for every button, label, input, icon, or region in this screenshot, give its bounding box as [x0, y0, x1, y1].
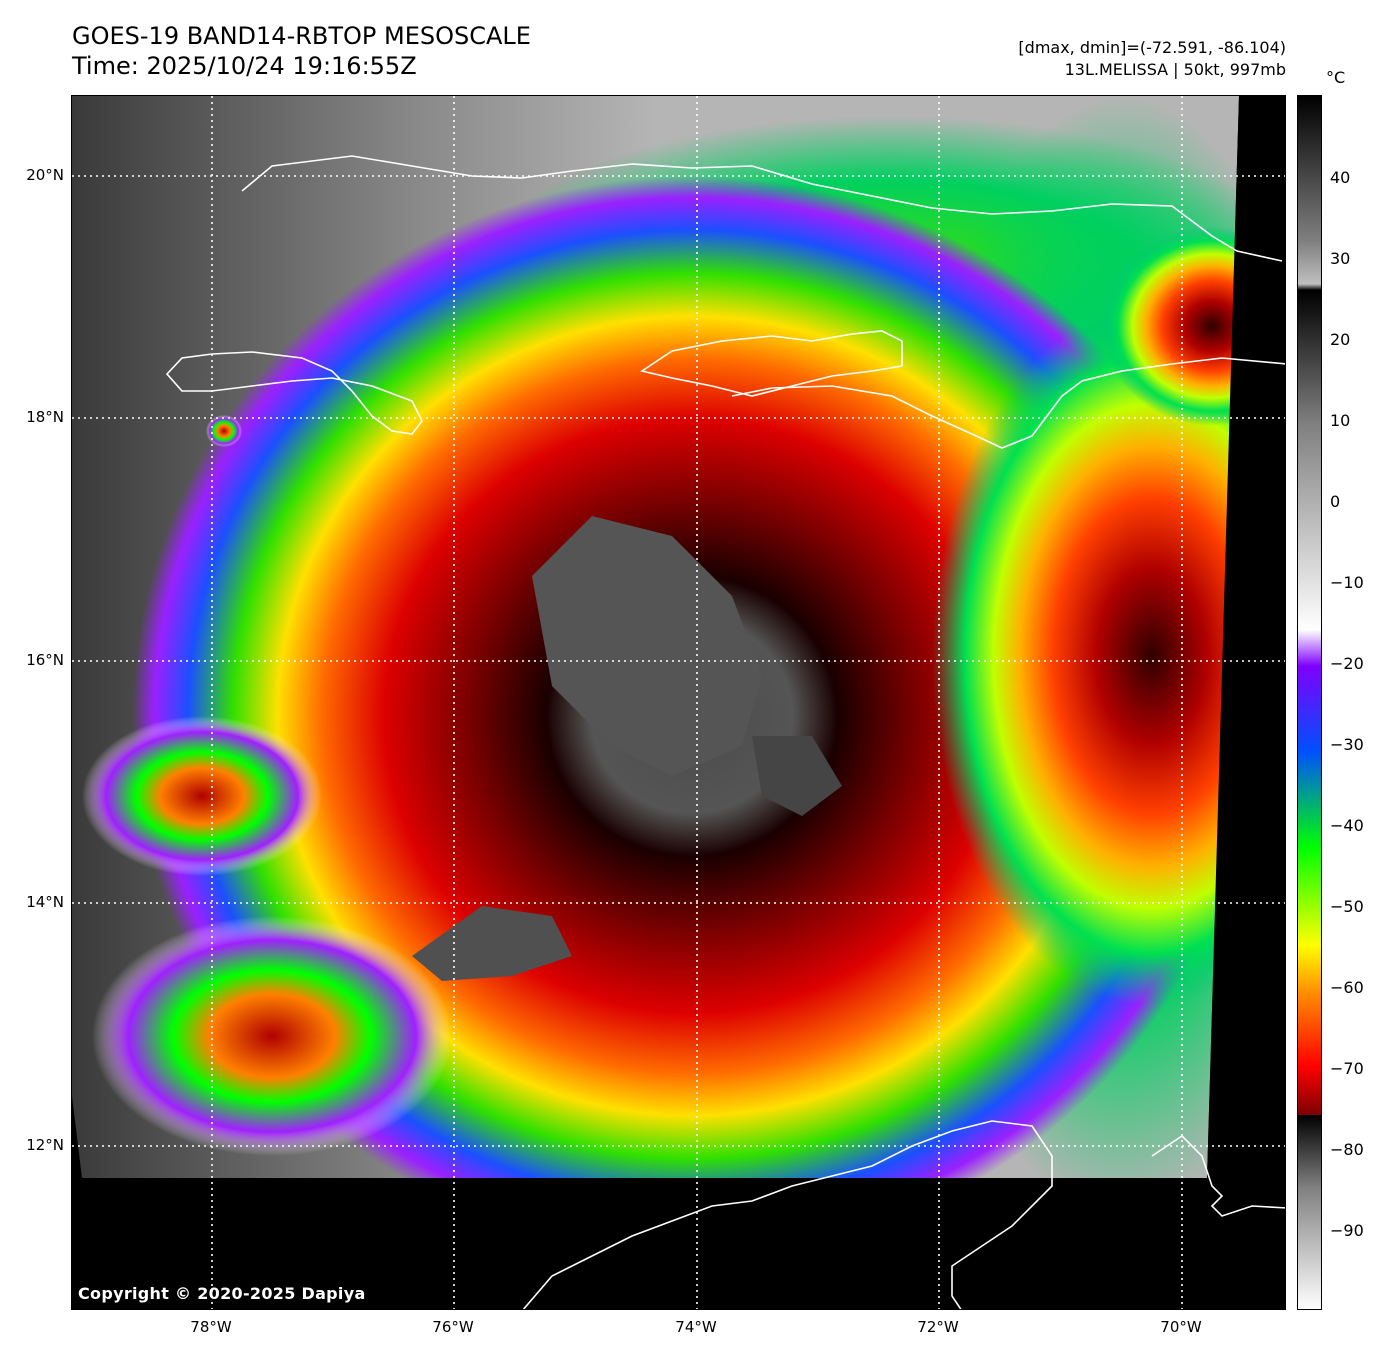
colorbar-tick-label: 30: [1330, 249, 1351, 268]
colorbar-tick-label: −90: [1330, 1221, 1364, 1240]
colorbar: [1297, 95, 1322, 1310]
page-title: GOES-19 BAND14-RBTOP MESOSCALE: [72, 22, 531, 50]
lon-label-74w: 74°W: [675, 1318, 717, 1336]
copyright-notice: Copyright © 2020-2025 Dapiya: [78, 1284, 366, 1303]
colorbar-tick-label: 10: [1330, 411, 1351, 430]
colorbar-tick-label: 20: [1330, 330, 1351, 349]
colorbar-tick-label: −60: [1330, 978, 1364, 997]
satellite-map: Copyright © 2020-2025 Dapiya: [71, 95, 1286, 1310]
timestamp: Time: 2025/10/24 19:16:55Z: [72, 52, 417, 80]
lon-label-78w: 78°W: [190, 1318, 232, 1336]
colorbar-tick-label: 40: [1330, 168, 1351, 187]
colorbar-tick-label: −40: [1330, 816, 1364, 835]
colorbar-tick-label: −80: [1330, 1140, 1364, 1159]
satellite-image: [72, 96, 1285, 1309]
lat-label-12n: 12°N: [26, 1136, 64, 1154]
lon-label-76w: 76°W: [432, 1318, 474, 1336]
lat-label-18n: 18°N: [26, 408, 64, 426]
lat-label-20n: 20°N: [26, 166, 64, 184]
colorbar-tick-label: −30: [1330, 735, 1364, 754]
colorbar-tick-label: −10: [1330, 573, 1364, 592]
colorbar-tick-label: −50: [1330, 897, 1364, 916]
colorbar-tick-label: 0: [1330, 492, 1341, 511]
colorbar-tick-label: −70: [1330, 1059, 1364, 1078]
lon-label-72w: 72°W: [917, 1318, 959, 1336]
lat-label-14n: 14°N: [26, 893, 64, 911]
lon-label-70w: 70°W: [1160, 1318, 1202, 1336]
lat-label-16n: 16°N: [26, 651, 64, 669]
colorbar-unit: °C: [1326, 68, 1346, 87]
colorbar-tick-label: −20: [1330, 654, 1364, 673]
range-readout: [dmax, dmin]=(-72.591, -86.104): [1018, 38, 1286, 57]
storm-info: 13L.MELISSA | 50kt, 997mb: [1064, 60, 1286, 79]
